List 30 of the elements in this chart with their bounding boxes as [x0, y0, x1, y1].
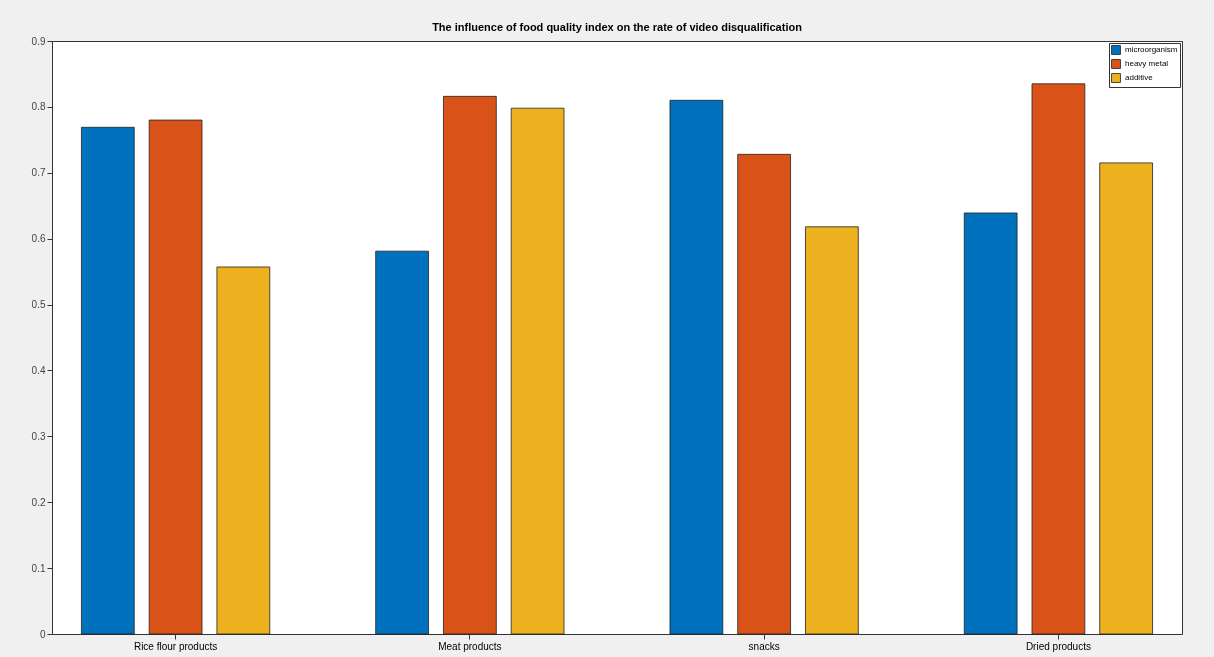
- bar: [963, 212, 1018, 635]
- y-tick-label: 0: [39, 628, 46, 640]
- bar: [375, 250, 429, 635]
- chart-title: The influence of food quality index on the rate of video disqualification: [432, 21, 803, 33]
- y-tick-label: 0.1: [31, 562, 46, 574]
- bar: [805, 226, 859, 635]
- y-tick-label: 0.2: [31, 496, 46, 508]
- x-tick-label: Dried products: [1025, 640, 1091, 652]
- y-tick-label: 0.7: [31, 167, 46, 179]
- bar: [669, 99, 724, 635]
- bar: [1031, 83, 1086, 635]
- x-tick-label: Rice flour products: [133, 640, 218, 652]
- legend-label: microorganism: [1125, 45, 1178, 54]
- x-tick-label: Meat products: [438, 640, 502, 652]
- y-tick-label: 0.6: [31, 233, 46, 245]
- legend-label: additive: [1125, 73, 1154, 82]
- y-tick-label: 0.8: [31, 101, 46, 113]
- bar: [216, 266, 271, 635]
- bar: [148, 119, 203, 635]
- legend-label: heavy metal: [1125, 59, 1169, 68]
- y-tick-label: 0.4: [31, 364, 46, 376]
- bar: [737, 153, 791, 635]
- x-tick-label: snacks: [748, 640, 780, 652]
- bar: [1099, 162, 1153, 635]
- y-tick-label: 0.3: [31, 430, 46, 442]
- bar: [443, 95, 497, 635]
- y-tick-label: 0.9: [31, 35, 46, 47]
- bar: [81, 126, 135, 635]
- y-tick-label: 0.5: [31, 299, 46, 311]
- bar: [510, 107, 565, 635]
